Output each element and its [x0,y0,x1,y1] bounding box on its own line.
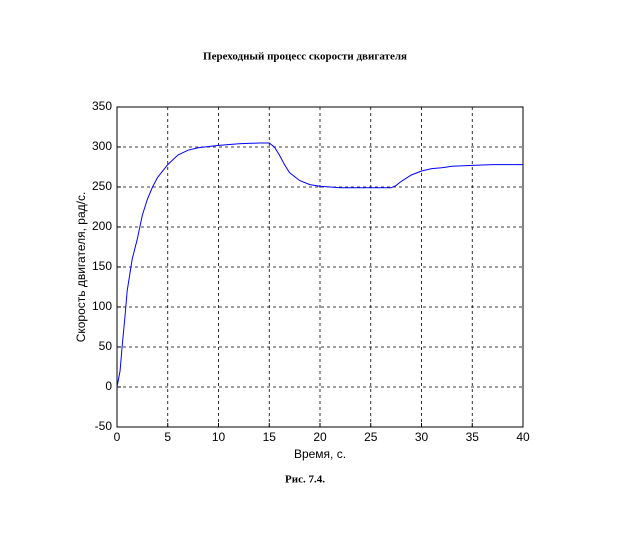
x-tick-label: 10 [212,430,226,444]
caption: Рис. 7.4. [285,474,325,486]
y-tick-label: 250 [92,179,112,193]
chart-title: Переходный процесс скорости двигателя [203,51,407,63]
x-tick-label: 25 [364,430,378,444]
y-tick-label: 200 [92,219,112,233]
x-tick-label: 0 [114,430,121,444]
y-tick-label: 50 [99,339,113,353]
y-tick-label: -50 [95,419,113,433]
data-line [116,142,523,388]
y-axis-label: Скорость двигателя, рад/с. [74,192,88,343]
x-tick-label: 20 [313,430,327,444]
x-tick-label: 40 [516,430,530,444]
x-tick-label: 15 [263,430,277,444]
y-tick-label: 300 [92,139,112,153]
y-tick-label: 100 [92,299,112,313]
x-tick-label: 35 [466,430,480,444]
x-tick-label: 30 [415,430,429,444]
x-tick-label: 5 [164,430,171,444]
x-axis-label: Время, с. [294,447,346,461]
plot-frame [116,106,524,428]
y-tick-label: 0 [105,379,112,393]
y-tick-label: 150 [92,259,112,273]
y-tick-label: 350 [92,99,112,113]
